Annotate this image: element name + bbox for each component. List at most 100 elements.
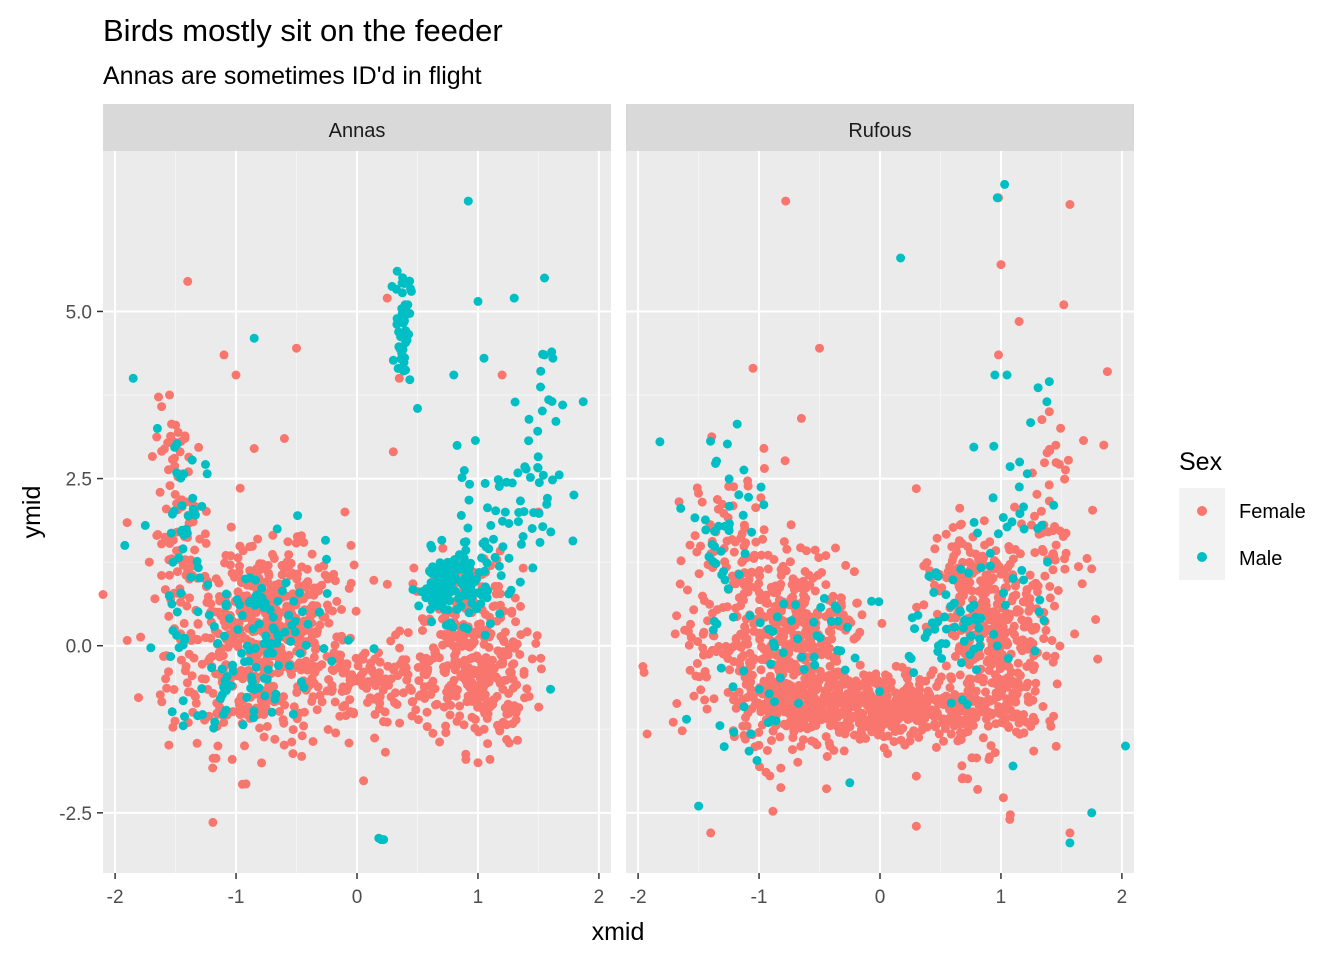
data-point [458,635,468,645]
data-point [309,652,319,662]
data-point [822,784,831,794]
data-point [823,714,833,724]
data-point [709,694,719,704]
data-point [672,611,682,621]
data-point [969,600,979,610]
data-point [463,196,473,206]
data-point [153,530,163,539]
data-point [770,697,779,707]
data-point [1051,540,1061,550]
data-point [1050,601,1059,611]
data-point [682,714,691,724]
data-point [877,618,887,628]
data-point [1065,200,1075,209]
data-point [919,561,929,571]
data-point [395,626,405,636]
data-point [839,746,849,756]
data-point [480,478,490,488]
data-point [1059,300,1069,310]
data-point [473,758,483,768]
x-tick-label: -1 [751,887,768,908]
data-point [786,520,796,530]
data-point [279,740,289,750]
data-point [435,577,445,587]
data-point [719,567,728,576]
data-point [237,648,247,658]
data-point [1046,721,1056,731]
data-point [257,583,267,593]
data-point [271,689,281,699]
data-point [1049,711,1059,721]
data-point [967,753,977,763]
data-point [974,554,984,564]
data-point [288,725,298,735]
data-point [799,682,808,692]
data-point [844,616,854,625]
data-point [781,196,791,206]
data-point [1000,179,1010,189]
data-point [817,568,827,577]
data-point [466,677,476,687]
data-point [946,601,956,611]
data-point [1070,629,1080,639]
data-point [845,722,855,732]
data-point [515,496,525,506]
data-point [983,655,993,665]
data-point [1045,582,1055,591]
data-point [259,673,269,683]
data-point [172,607,182,617]
data-point [990,370,1000,380]
data-point [440,630,449,639]
data-point [280,627,290,637]
data-point [510,643,520,653]
data-point [694,488,703,498]
data-point [708,557,718,566]
data-point [263,665,273,675]
data-point [308,692,318,702]
data-point [445,710,455,720]
data-point [272,524,282,534]
data-point [1077,579,1087,589]
data-point [307,630,317,640]
data-point [136,632,146,642]
data-point [170,442,180,452]
data-point [779,537,789,547]
data-point [257,559,267,569]
data-point [510,593,520,603]
data-point [797,583,806,593]
data-point [449,675,459,685]
data-point [742,721,752,731]
series-male [120,196,588,845]
data-point [219,350,229,360]
data-point [1010,502,1020,512]
data-point [233,587,243,597]
data-point [911,484,921,494]
data-point [1005,609,1015,619]
data-point [344,635,353,645]
data-point [169,685,179,694]
data-point [268,530,278,540]
data-point [173,427,183,437]
data-point [1022,469,1032,479]
data-point [200,529,210,539]
data-point [1102,367,1112,377]
point-layer [638,179,1130,848]
data-point [1042,651,1051,661]
data-point [906,654,916,664]
data-point [211,574,221,584]
y-tick-label: 2.5 [66,470,92,491]
data-point [452,716,462,726]
data-point [788,574,798,584]
data-point [1000,600,1010,610]
data-point [431,700,440,710]
data-point [994,702,1004,712]
data-point [476,599,486,609]
data-point [395,643,404,653]
data-point [203,580,213,590]
x-tick-label: 0 [875,887,886,908]
data-point [238,633,248,643]
data-point [1055,641,1065,651]
data-point [237,779,247,789]
data-point [188,504,198,514]
